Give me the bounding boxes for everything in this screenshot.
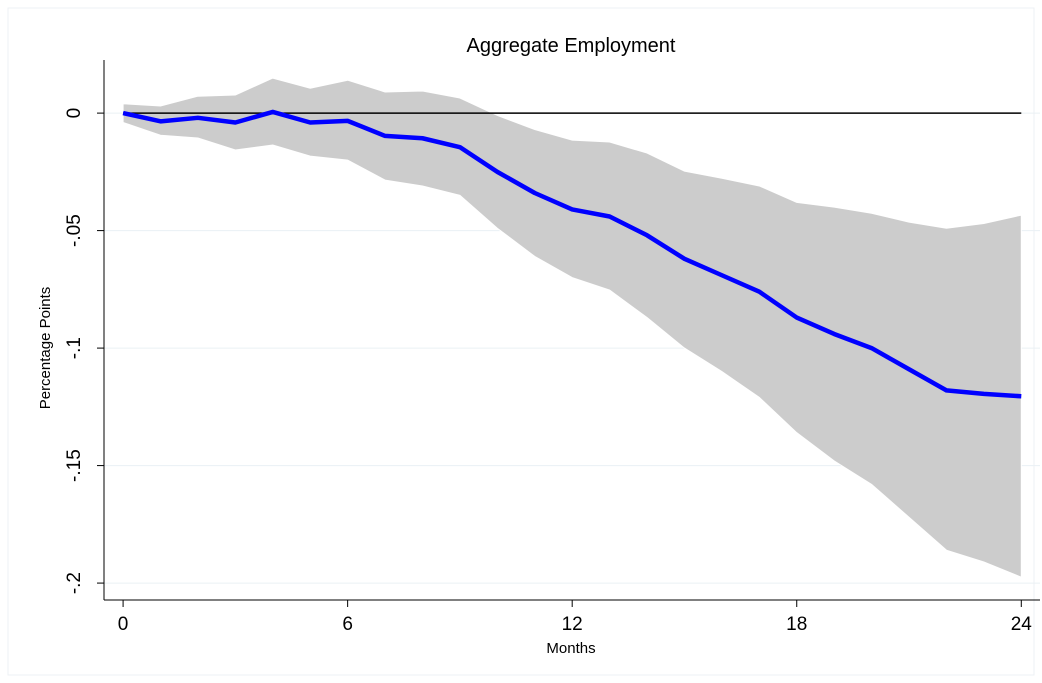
y-tick-label: -.1 [64,337,85,359]
y-tick-label: 0 [64,108,85,119]
y-tick-label: -.15 [64,449,85,482]
y-tick-label: -.2 [64,572,85,594]
x-tick-label: 12 [562,614,583,635]
x-tick-label: 18 [786,614,807,635]
confidence-band [122,77,1022,578]
y-tick-label: -.05 [64,214,85,247]
chart-title: Aggregate Employment [466,35,675,57]
x-tick-label: 6 [342,614,353,635]
irf-line [122,109,1022,399]
y-axis-title: Percentage Points [37,287,54,410]
x-axis-title: Months [546,640,595,657]
x-tick-label: 0 [118,614,129,635]
x-tick-label: 24 [1011,614,1033,635]
